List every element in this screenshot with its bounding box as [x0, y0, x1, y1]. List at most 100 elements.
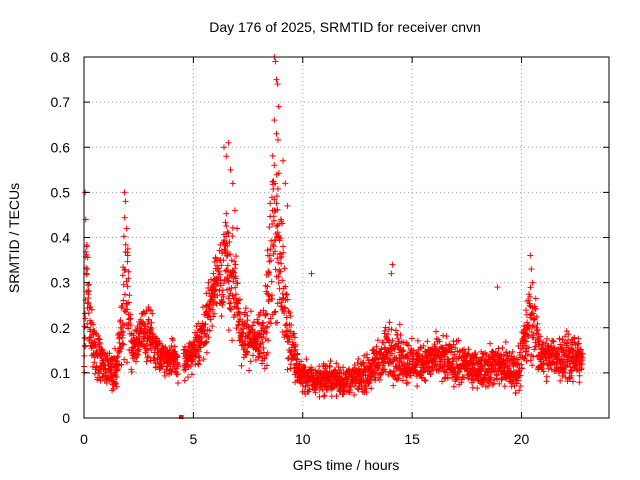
data-point [260, 345, 267, 352]
data-point [433, 328, 440, 335]
data-point [501, 383, 508, 390]
data-point [150, 354, 157, 361]
data-point [515, 360, 522, 367]
data-point [389, 337, 396, 344]
data-point [199, 320, 206, 327]
data-point [211, 291, 218, 298]
data-point [450, 358, 457, 365]
data-point [443, 333, 450, 340]
data-point [392, 327, 399, 334]
data-point [231, 311, 238, 318]
data-point [267, 320, 274, 327]
data-point [227, 299, 234, 306]
data-point [266, 224, 273, 231]
zero-markers [178, 415, 184, 419]
data-point [110, 385, 117, 392]
data-point [205, 279, 212, 286]
data-point [491, 376, 498, 383]
data-point [266, 252, 273, 259]
data-point [355, 386, 362, 393]
data-point [224, 242, 231, 249]
data-point [255, 354, 262, 361]
data-point [91, 359, 98, 366]
data-point [227, 251, 234, 258]
data-point [168, 342, 175, 349]
data-point [113, 383, 120, 390]
data-point [525, 332, 532, 339]
data-point [283, 314, 290, 321]
data-point [219, 298, 226, 305]
data-point [88, 306, 95, 313]
data-point [540, 339, 547, 346]
data-point [148, 319, 155, 326]
data-point [523, 357, 530, 364]
data-point-peak [280, 243, 287, 250]
data-point [230, 295, 237, 302]
data-point [206, 327, 213, 334]
data-point [316, 393, 323, 400]
data-point [388, 350, 395, 357]
data-point [340, 364, 347, 371]
data-point [196, 354, 203, 361]
data-point [550, 358, 557, 365]
data-point [503, 349, 510, 356]
data-point [270, 243, 277, 250]
data-point [235, 310, 242, 317]
data-point [527, 357, 534, 364]
data-point [378, 370, 385, 377]
data-point-peak [271, 162, 278, 169]
data-point [126, 316, 133, 323]
data-point [372, 355, 379, 362]
data-point [515, 377, 522, 384]
data-point [479, 353, 486, 360]
data-point [113, 354, 120, 361]
data-point [276, 267, 283, 274]
y-axis-label: SRMTID / TECUs [6, 183, 22, 293]
data-point [380, 360, 387, 367]
data-point-peak [231, 207, 238, 214]
data-point [278, 253, 285, 260]
data-point-peak [221, 144, 227, 151]
data-point [114, 367, 121, 374]
data-point [232, 284, 239, 291]
data-point [171, 343, 178, 350]
data-point [305, 382, 312, 389]
data-point [442, 351, 449, 358]
data-point [451, 351, 458, 358]
data-point [499, 345, 506, 352]
data-point [424, 338, 431, 345]
data-point [119, 272, 126, 279]
data-point-peak [282, 180, 289, 187]
data-point [531, 346, 538, 353]
data-point [174, 379, 181, 386]
y-tick-label: 0.8 [51, 49, 71, 65]
data-point [375, 365, 382, 372]
y-tick-label: 0.3 [51, 275, 71, 291]
data-point [294, 351, 301, 358]
data-point [418, 374, 425, 381]
y-tick-label: 0.6 [51, 139, 71, 155]
data-point [148, 346, 155, 353]
data-point [261, 355, 268, 362]
data-point [228, 306, 234, 313]
data-point [450, 383, 457, 390]
data-point [229, 224, 236, 231]
data-point [120, 297, 127, 304]
data-point [550, 338, 557, 345]
data-point [452, 344, 459, 351]
data-point-peak [234, 225, 241, 232]
data-point [159, 355, 166, 362]
data-point [118, 329, 125, 336]
data-point-peak [225, 139, 232, 146]
data-point-peak [227, 166, 234, 173]
data-point [116, 348, 123, 355]
data-point [533, 313, 540, 320]
data-point [420, 342, 427, 349]
data-point [250, 352, 257, 359]
data-point [225, 230, 232, 237]
data-point [224, 262, 231, 269]
data-point-peak [494, 284, 501, 291]
data-point-peak [271, 117, 278, 124]
data-point [281, 265, 288, 272]
data-point [220, 257, 227, 264]
